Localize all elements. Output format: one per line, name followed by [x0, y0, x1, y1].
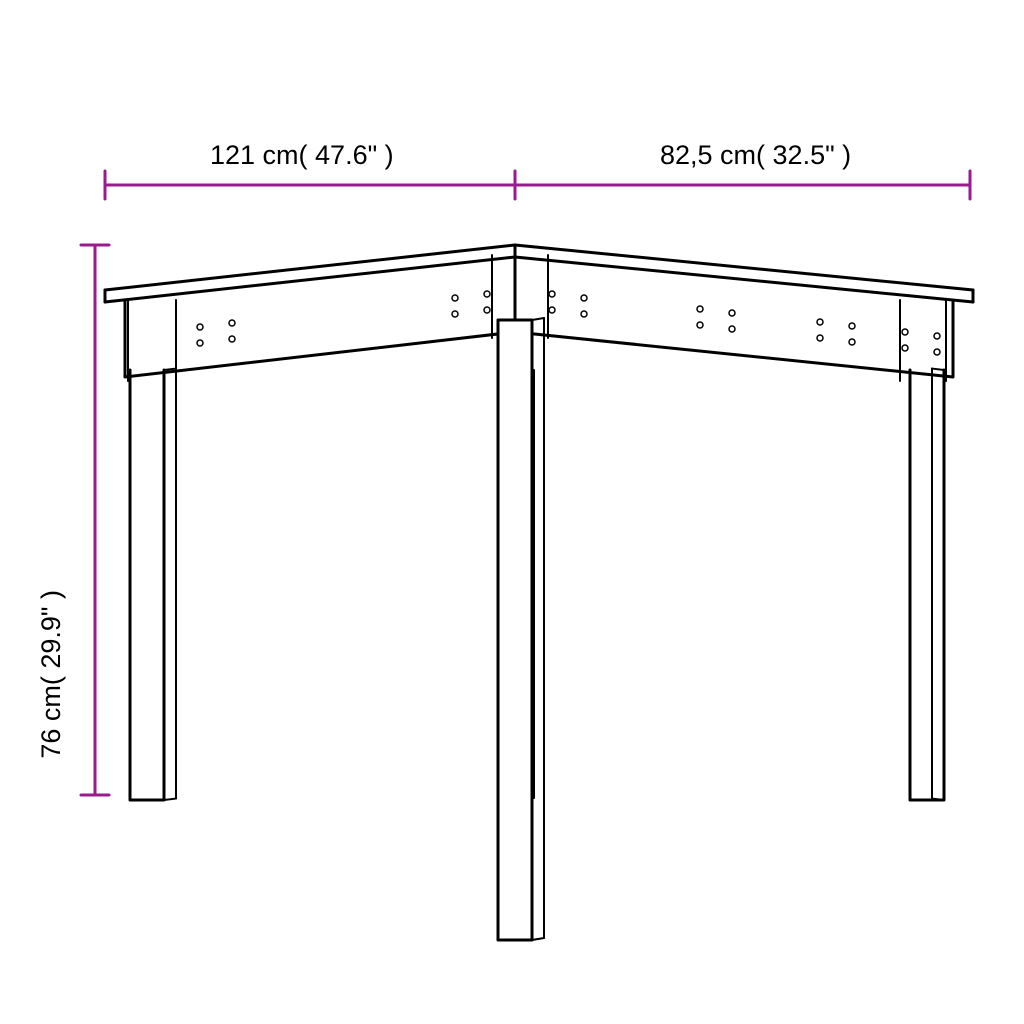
- depth-label: 82,5 cm( 32.5" ): [660, 140, 851, 171]
- height-label: 76 cm( 29.9" ): [36, 590, 67, 759]
- table-outline: [105, 245, 973, 940]
- drawing-svg: [0, 0, 1024, 1024]
- dimension-diagram: { "diagram": { "type": "technical-line-d…: [0, 0, 1024, 1024]
- width-label: 121 cm( 47.6" ): [210, 140, 394, 171]
